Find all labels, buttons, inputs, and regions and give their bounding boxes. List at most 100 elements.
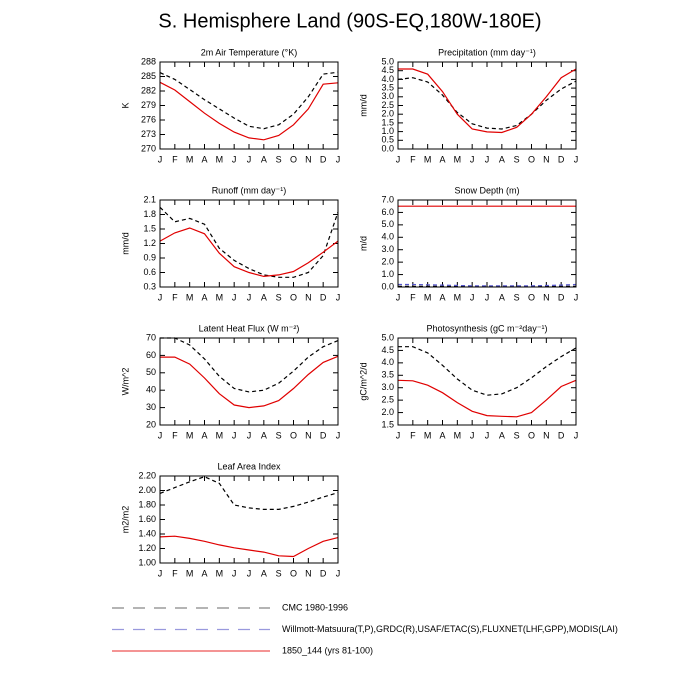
x-tick-label: S xyxy=(276,154,282,164)
plot-frame xyxy=(159,61,339,150)
x-tick-label: J xyxy=(232,292,237,302)
x-tick-label: O xyxy=(290,568,297,578)
data-line xyxy=(159,81,339,141)
x-tick-label: D xyxy=(320,568,327,578)
x-tick-label: J xyxy=(485,292,490,302)
y-tick-label: 0.0 xyxy=(381,281,394,291)
y-tick-label: 1.60 xyxy=(138,514,156,524)
y-tick-label: 282 xyxy=(141,85,156,95)
x-tick-label: F xyxy=(172,568,178,578)
x-tick-label: A xyxy=(261,568,267,578)
y-axis-label: mm/d xyxy=(358,94,368,117)
panel: Leaf Area Index m2/m2 1.00 1.20 1.40 1.60 1.80… xyxy=(120,461,340,578)
y-tick-label: 4.0 xyxy=(381,232,394,242)
y-axis-label: K xyxy=(120,102,130,108)
x-tick-label: J xyxy=(470,292,475,302)
x-tick-label: F xyxy=(410,154,416,164)
x-tick-label: M xyxy=(424,154,432,164)
y-tick-label: 2.00 xyxy=(138,485,156,495)
data-line xyxy=(397,77,577,130)
y-tick-label: 1.5 xyxy=(381,117,394,127)
data-line xyxy=(159,71,339,130)
y-tick-label: 1.20 xyxy=(138,543,156,553)
y-tick-label: 1.2 xyxy=(143,238,156,248)
data-line xyxy=(398,68,577,134)
panel: 2m Air Temperature (°K) K 270 273 276 279 282 2… xyxy=(120,47,340,164)
data-line xyxy=(398,346,577,396)
y-tick-label: 4.5 xyxy=(381,345,394,355)
x-tick-label: S xyxy=(514,154,520,164)
y-tick-label: 4.5 xyxy=(381,65,394,75)
x-tick-label: M xyxy=(216,568,224,578)
x-tick-label: A xyxy=(201,430,207,440)
plot-frame xyxy=(397,61,577,150)
y-tick-label: 6.0 xyxy=(381,207,394,217)
x-tick-label: M xyxy=(216,292,224,302)
x-tick-label: A xyxy=(261,292,267,302)
x-tick-label: O xyxy=(528,430,535,440)
y-tick-label: 270 xyxy=(141,143,156,153)
x-tick-label: J xyxy=(396,430,401,440)
y-tick-label: 0.3 xyxy=(143,281,156,291)
x-tick-label: S xyxy=(514,292,520,302)
y-tick-label: 0.5 xyxy=(381,135,394,145)
x-tick-label: J xyxy=(396,292,401,302)
y-tick-label: 4.0 xyxy=(381,74,394,84)
x-tick-label: O xyxy=(528,154,535,164)
x-tick-label: O xyxy=(528,292,535,302)
x-tick-label: M xyxy=(424,292,432,302)
y-tick-label: 2.0 xyxy=(381,257,394,267)
x-tick-label: A xyxy=(261,430,267,440)
y-tick-label: 1.80 xyxy=(138,499,156,509)
panel-title: 2m Air Temperature (°K) xyxy=(201,47,297,57)
y-tick-label: 276 xyxy=(141,114,156,124)
x-tick-label: J xyxy=(336,430,341,440)
y-tick-label: 1.8 xyxy=(143,209,156,219)
y-axis-label: mm/d xyxy=(120,232,130,255)
x-tick-label: N xyxy=(305,292,312,302)
x-tick-label: M xyxy=(424,430,432,440)
x-tick-label: N xyxy=(305,568,312,578)
figure-title: S. Hemisphere Land (90S-EQ,180W-180E) xyxy=(158,10,541,32)
x-tick-label: J xyxy=(470,154,475,164)
x-tick-label: N xyxy=(305,154,312,164)
x-tick-label: F xyxy=(172,154,178,164)
y-tick-label: 2.20 xyxy=(138,470,156,480)
legend-label: 1850_144 (yrs 81-100) xyxy=(282,645,373,655)
legend-label: CMC 1980-1996 xyxy=(282,602,348,612)
x-tick-label: J xyxy=(574,430,579,440)
x-tick-label: A xyxy=(499,292,505,302)
x-tick-label: J xyxy=(247,292,252,302)
x-tick-label: A xyxy=(439,430,445,440)
panel-title: Precipitation (mm day⁻¹) xyxy=(438,47,536,57)
plot-frame xyxy=(397,199,577,288)
x-tick-label: M xyxy=(186,568,194,578)
x-tick-label: M xyxy=(454,292,462,302)
x-tick-label: N xyxy=(305,430,312,440)
panel-title: Latent Heat Flux (W m⁻²) xyxy=(199,323,300,333)
y-tick-label: 20 xyxy=(146,419,156,429)
y-tick-label: 3.5 xyxy=(381,82,394,92)
y-axis-label: gC/m^2/d xyxy=(358,362,368,400)
y-tick-label: 2.5 xyxy=(381,395,394,405)
x-tick-label: J xyxy=(158,568,163,578)
panel: Runoff (mm day⁻¹) mm/d 0.3 0.6 0.9 1.2 1.5 1.8 2… xyxy=(120,185,340,302)
x-tick-label: M xyxy=(216,430,224,440)
y-tick-label: 1.0 xyxy=(381,126,394,136)
x-tick-label: F xyxy=(410,292,416,302)
y-tick-label: 1.40 xyxy=(138,528,156,538)
data-line xyxy=(398,283,577,287)
plot-frame xyxy=(159,199,339,288)
x-tick-label: O xyxy=(290,154,297,164)
x-tick-label: J xyxy=(336,154,341,164)
y-tick-label: 4.0 xyxy=(381,357,394,367)
panel: Photosynthesis (gC m⁻²day⁻¹) gC/m^2/d 1.5 2… xyxy=(358,323,578,440)
x-tick-label: J xyxy=(485,154,490,164)
x-tick-label: D xyxy=(558,430,565,440)
x-tick-label: O xyxy=(290,430,297,440)
x-tick-label: J xyxy=(158,292,163,302)
y-tick-label: 3.0 xyxy=(381,91,394,101)
y-tick-label: 279 xyxy=(141,100,156,110)
data-line xyxy=(159,476,339,510)
x-tick-label: S xyxy=(276,430,282,440)
